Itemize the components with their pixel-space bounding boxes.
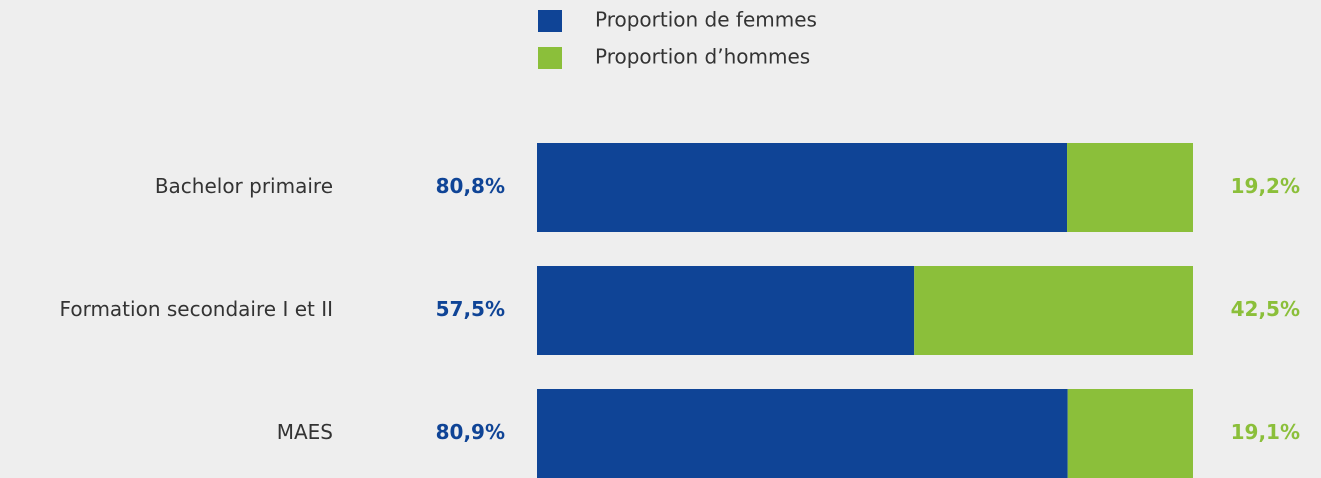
value-label: 19,1% bbox=[1231, 420, 1300, 444]
legend-label: Proportion d’hommes bbox=[595, 45, 810, 69]
bar-segment bbox=[914, 266, 1193, 355]
bar-segment bbox=[537, 389, 1068, 478]
bar-segment bbox=[537, 266, 915, 355]
value-label: 19,2% bbox=[1231, 174, 1300, 198]
legend-label: Proportion de femmes bbox=[595, 8, 817, 32]
value-label: 42,5% bbox=[1231, 297, 1300, 321]
bar-segment bbox=[537, 143, 1068, 232]
category-label: Bachelor primaire bbox=[155, 174, 333, 198]
legend-swatch bbox=[538, 47, 562, 69]
value-label: 80,8% bbox=[436, 174, 505, 198]
value-label: 57,5% bbox=[436, 297, 505, 321]
bar-segment bbox=[1067, 143, 1193, 232]
category-label: MAES bbox=[277, 420, 333, 444]
bar-segment bbox=[1067, 389, 1193, 478]
legend-swatch bbox=[538, 10, 562, 32]
category-label: Formation secondaire I et II bbox=[60, 297, 333, 321]
value-label: 80,9% bbox=[436, 420, 505, 444]
